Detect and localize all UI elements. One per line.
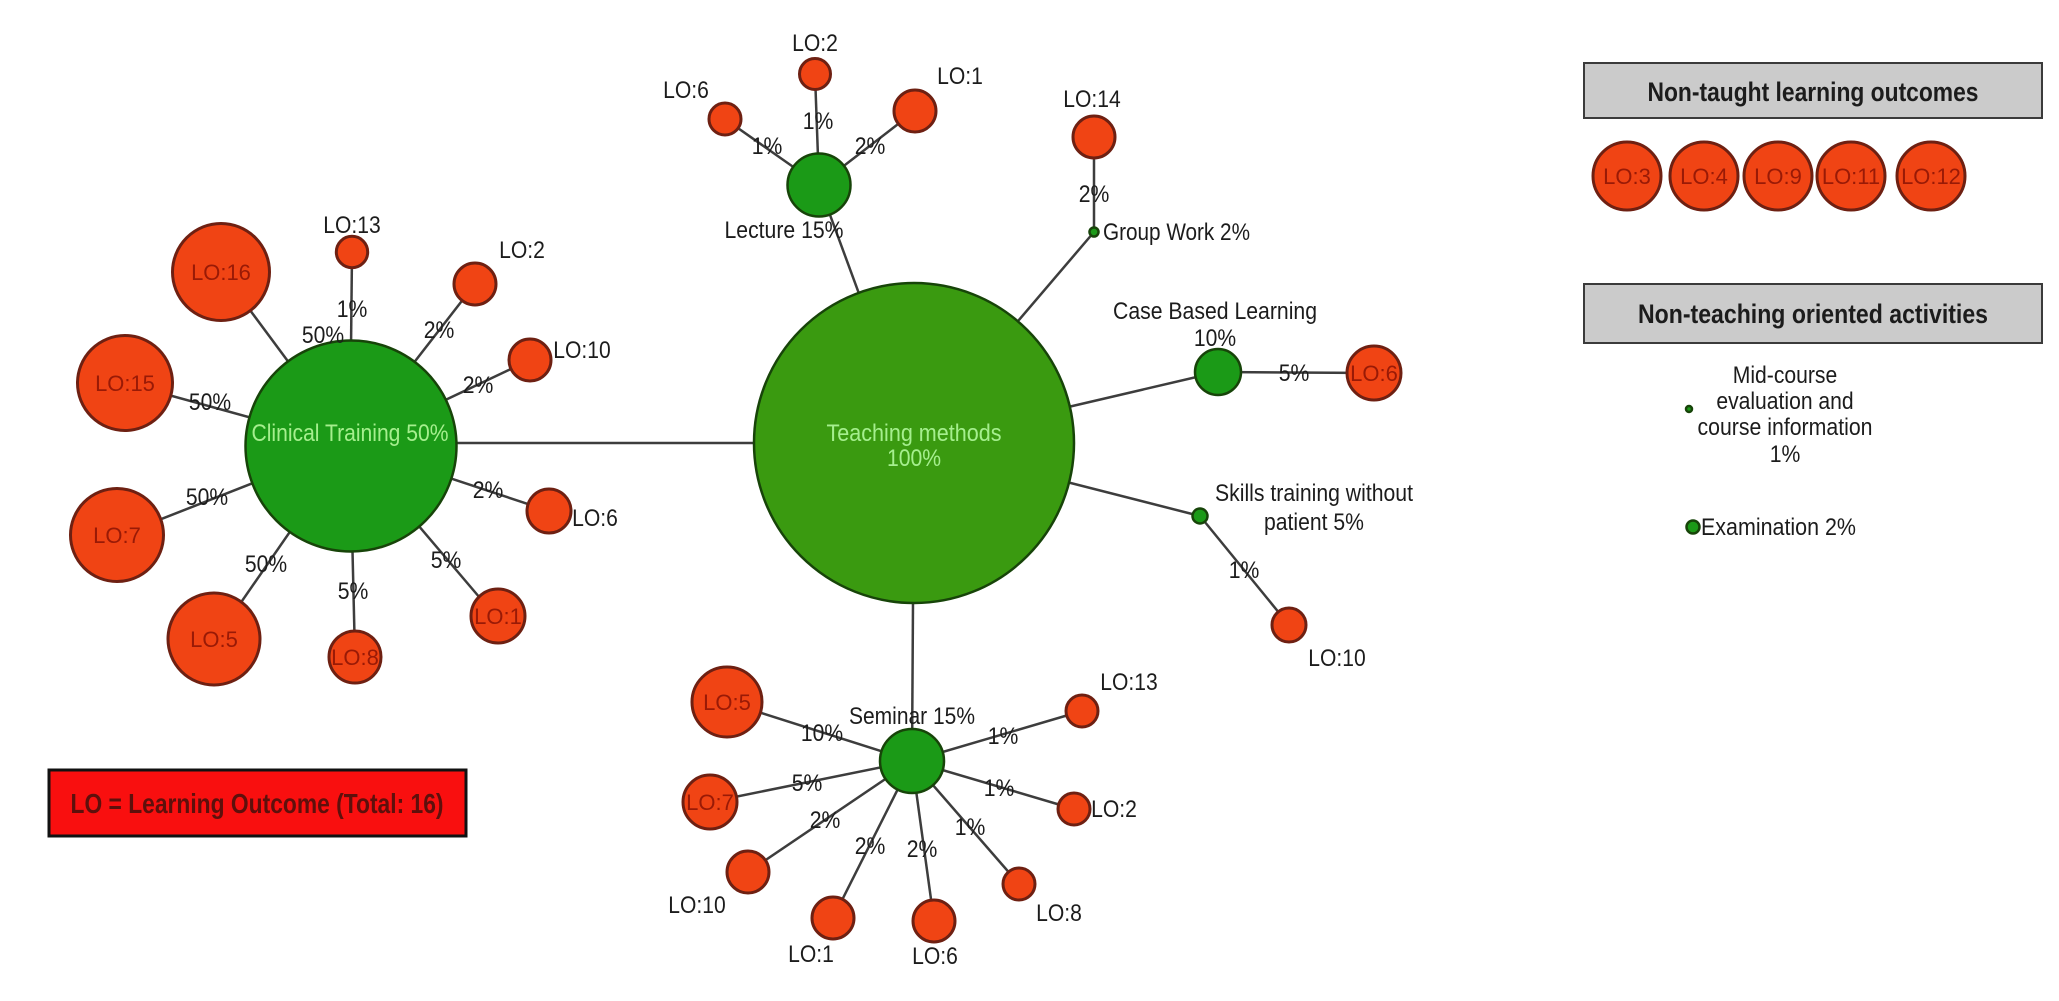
svg-text:50%: 50% — [189, 389, 231, 416]
svg-text:Skills training without: Skills training without — [1215, 480, 1413, 507]
svg-text:LO:3: LO:3 — [1603, 164, 1651, 189]
svg-text:Lecture 15%: Lecture 15% — [725, 217, 844, 244]
svg-text:5%: 5% — [792, 770, 823, 797]
svg-text:LO:6: LO:6 — [912, 943, 958, 970]
svg-text:LO:2: LO:2 — [792, 30, 838, 57]
svg-text:LO:10: LO:10 — [1308, 645, 1365, 672]
svg-text:1%: 1% — [803, 108, 834, 135]
svg-text:LO:15: LO:15 — [95, 371, 155, 396]
svg-text:LO:8: LO:8 — [1036, 900, 1082, 927]
svg-text:LO:7: LO:7 — [93, 523, 141, 548]
svg-text:2%: 2% — [463, 372, 494, 399]
svg-text:LO:10: LO:10 — [668, 892, 725, 919]
svg-text:LO:5: LO:5 — [190, 627, 238, 652]
svg-text:5%: 5% — [338, 578, 369, 605]
svg-text:2%: 2% — [473, 477, 504, 504]
svg-text:LO:2: LO:2 — [499, 237, 545, 264]
svg-text:2%: 2% — [1079, 181, 1110, 208]
svg-text:2%: 2% — [810, 807, 841, 834]
svg-text:LO:6: LO:6 — [663, 77, 709, 104]
svg-text:Non-taught learning outcomes: Non-taught learning outcomes — [1648, 77, 1979, 107]
svg-text:Non-teaching oriented activiti: Non-teaching oriented activities — [1638, 299, 1988, 329]
svg-text:LO:11: LO:11 — [1822, 164, 1880, 189]
svg-text:LO:16: LO:16 — [191, 260, 251, 285]
svg-text:patient 5%: patient 5% — [1264, 509, 1364, 536]
svg-text:1%: 1% — [1229, 557, 1260, 584]
svg-text:Teaching methods: Teaching methods — [827, 420, 1002, 447]
svg-text:Case Based Learning: Case Based Learning — [1113, 298, 1317, 325]
svg-text:LO:14: LO:14 — [1063, 86, 1120, 113]
svg-text:1%: 1% — [984, 775, 1015, 802]
svg-text:LO:1: LO:1 — [474, 604, 522, 629]
svg-text:Mid-course: Mid-course — [1733, 362, 1838, 389]
svg-text:2%: 2% — [424, 317, 455, 344]
svg-text:LO:5: LO:5 — [703, 690, 751, 715]
svg-text:LO:10: LO:10 — [553, 337, 610, 364]
svg-text:Examination 2%: Examination 2% — [1701, 514, 1856, 541]
svg-text:LO:4: LO:4 — [1680, 164, 1728, 189]
svg-text:Seminar 15%: Seminar 15% — [849, 703, 975, 730]
svg-text:LO = Learning Outcome (Total:: LO = Learning Outcome (Total: 16) — [71, 788, 444, 819]
svg-text:10%: 10% — [1194, 325, 1236, 352]
svg-text:LO:6: LO:6 — [572, 505, 618, 532]
svg-text:LO:7: LO:7 — [686, 790, 734, 815]
svg-text:2%: 2% — [907, 836, 938, 863]
svg-text:1%: 1% — [955, 814, 986, 841]
svg-text:LO:9: LO:9 — [1754, 164, 1802, 189]
svg-text:LO:12: LO:12 — [1901, 164, 1961, 189]
svg-text:50%: 50% — [186, 484, 228, 511]
svg-text:5%: 5% — [1279, 360, 1310, 387]
svg-text:LO:13: LO:13 — [323, 212, 380, 239]
svg-text:LO:6: LO:6 — [1350, 361, 1398, 386]
svg-text:LO:1: LO:1 — [788, 941, 834, 968]
svg-text:1%: 1% — [752, 133, 783, 160]
svg-text:1%: 1% — [1770, 441, 1801, 468]
svg-text:Clinical Training 50%: Clinical Training 50% — [252, 420, 449, 447]
svg-text:LO:1: LO:1 — [937, 63, 983, 90]
svg-text:LO:8: LO:8 — [331, 645, 379, 670]
svg-text:50%: 50% — [245, 551, 287, 578]
svg-text:LO:2: LO:2 — [1091, 796, 1137, 823]
svg-text:1%: 1% — [337, 296, 368, 323]
svg-text:course information: course information — [1698, 414, 1873, 441]
svg-text:50%: 50% — [302, 322, 344, 349]
svg-text:2%: 2% — [855, 833, 886, 860]
svg-text:1%: 1% — [988, 723, 1019, 750]
svg-text:LO:13: LO:13 — [1100, 669, 1157, 696]
svg-text:2%: 2% — [855, 133, 886, 160]
svg-text:evaluation and: evaluation and — [1716, 388, 1853, 415]
svg-text:5%: 5% — [431, 547, 462, 574]
svg-text:100%: 100% — [887, 445, 941, 472]
svg-text:10%: 10% — [801, 720, 843, 747]
svg-text:Group Work 2%: Group Work 2% — [1103, 219, 1250, 246]
